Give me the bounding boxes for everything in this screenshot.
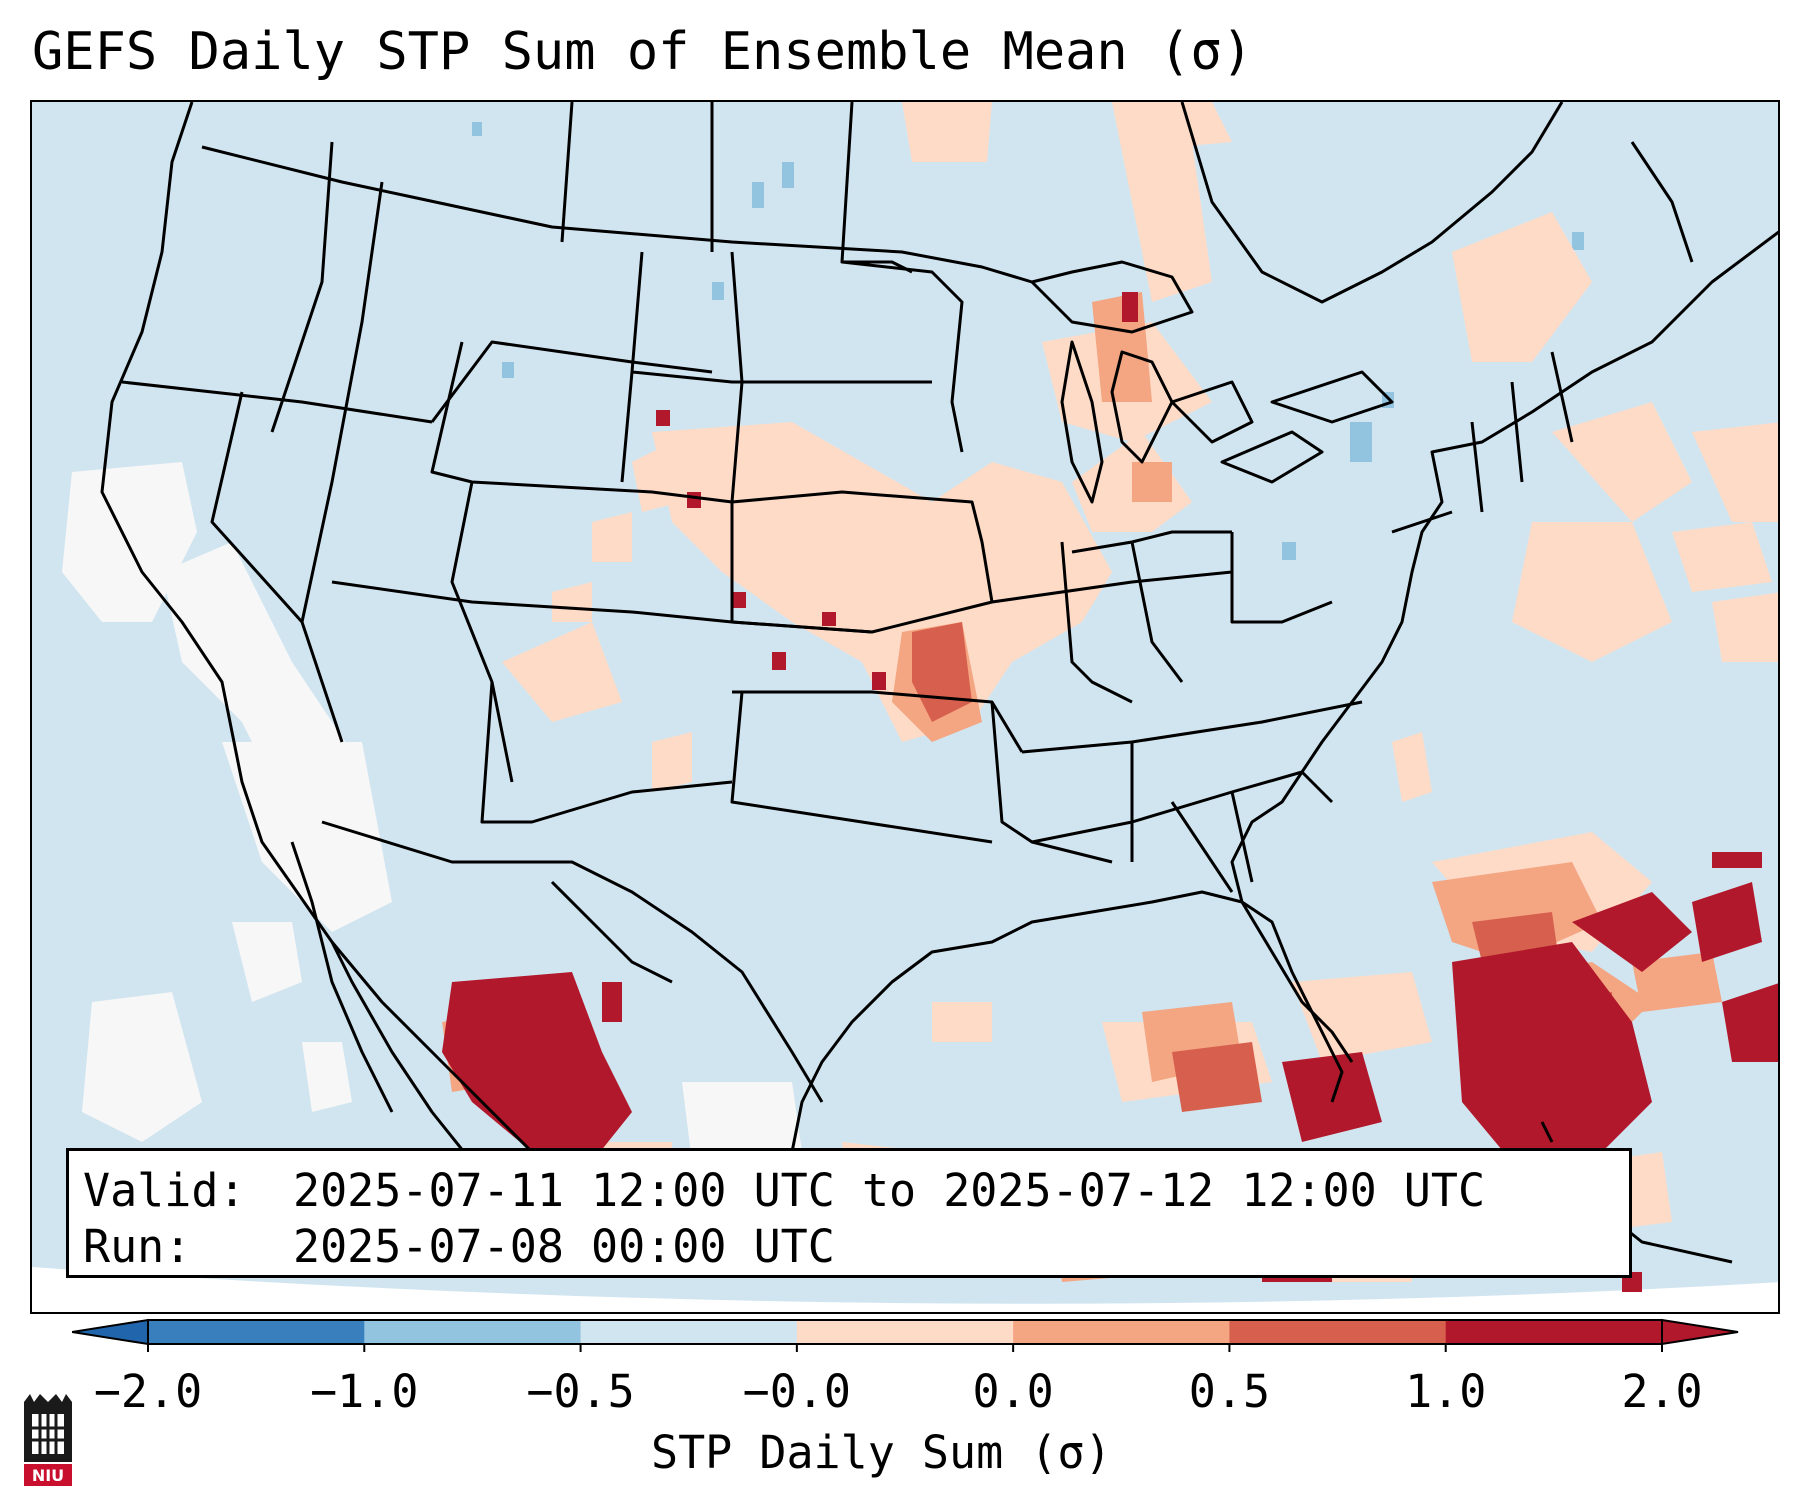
- colorbar-tick-label: −0.0: [742, 1365, 852, 1418]
- colorbar-segment: [1013, 1320, 1230, 1344]
- colorbar-tick-label: 2.0: [1621, 1365, 1703, 1418]
- colorbar-segment: [796, 1320, 1014, 1344]
- colorbar-segment: [580, 1320, 798, 1344]
- colorbar-tick-label: −2.0: [93, 1365, 203, 1418]
- map-panel: [30, 100, 1780, 1314]
- colorbar-tick-label: 0.0: [972, 1365, 1054, 1418]
- niu-logo-icon: NIU: [24, 1394, 72, 1486]
- chart-title: GEFS Daily STP Sum of Ensemble Mean (σ): [32, 22, 1253, 82]
- colorbar-label: STP Daily Sum (σ): [651, 1426, 1112, 1479]
- positive-low-field: [502, 102, 1778, 1282]
- colorbar-segment: [1445, 1320, 1663, 1344]
- colorbar-tick-label: −1.0: [310, 1365, 419, 1418]
- colorbar: [72, 1318, 1739, 1352]
- valid-value: 2025-07-11 12:00 UTC to 2025-07-12 12:00…: [293, 1164, 1486, 1217]
- colorbar-segment: [1229, 1320, 1447, 1344]
- colorbar-extend-low: [72, 1318, 149, 1346]
- run-label: Run:: [83, 1220, 192, 1273]
- colorbar-segment: [364, 1320, 582, 1344]
- political-boundaries: [100, 102, 1778, 1264]
- logo-text: NIU: [32, 1466, 64, 1485]
- valid-label: Valid:: [83, 1164, 246, 1217]
- positive-extreme-field: [442, 292, 1778, 1292]
- colorbar-extend-high: [1661, 1318, 1739, 1346]
- colorbar-tick-label: 1.0: [1405, 1365, 1487, 1418]
- colorbar-segment: [148, 1320, 365, 1344]
- run-value: 2025-07-08 00:00 UTC: [293, 1220, 835, 1273]
- map-canvas: [32, 102, 1778, 1312]
- colorbar-tick-label: −0.5: [526, 1365, 635, 1418]
- valid-run-box: Valid: 2025-07-11 12:00 UTC to 2025-07-12…: [66, 1148, 1632, 1278]
- colorbar-tick-label: 0.5: [1188, 1365, 1271, 1418]
